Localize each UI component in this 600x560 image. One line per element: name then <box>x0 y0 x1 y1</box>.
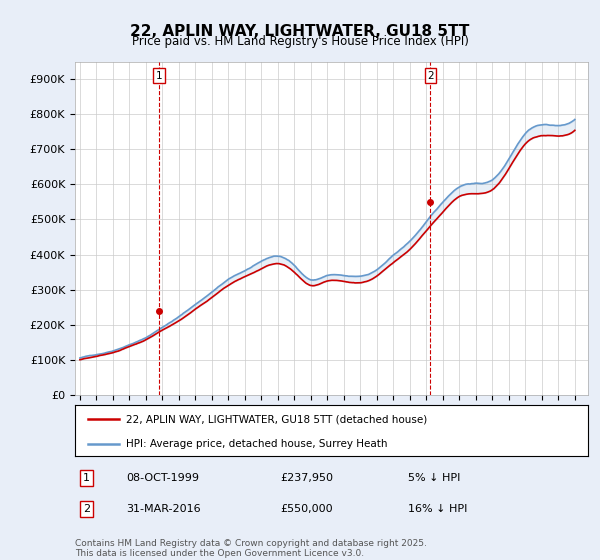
Text: 31-MAR-2016: 31-MAR-2016 <box>127 505 201 515</box>
Text: 1: 1 <box>83 473 89 483</box>
Text: HPI: Average price, detached house, Surrey Heath: HPI: Average price, detached house, Surr… <box>127 438 388 449</box>
Text: 16% ↓ HPI: 16% ↓ HPI <box>409 505 468 515</box>
Text: Contains HM Land Registry data © Crown copyright and database right 2025.
This d: Contains HM Land Registry data © Crown c… <box>75 539 427 558</box>
Text: Price paid vs. HM Land Registry's House Price Index (HPI): Price paid vs. HM Land Registry's House … <box>131 35 469 48</box>
Text: £550,000: £550,000 <box>280 505 333 515</box>
Text: £237,950: £237,950 <box>280 473 333 483</box>
Text: 08-OCT-1999: 08-OCT-1999 <box>127 473 199 483</box>
Text: 2: 2 <box>83 505 90 515</box>
Text: 22, APLIN WAY, LIGHTWATER, GU18 5TT: 22, APLIN WAY, LIGHTWATER, GU18 5TT <box>130 24 470 39</box>
Text: 22, APLIN WAY, LIGHTWATER, GU18 5TT (detached house): 22, APLIN WAY, LIGHTWATER, GU18 5TT (det… <box>127 414 428 424</box>
Text: 2: 2 <box>427 71 434 81</box>
Text: 5% ↓ HPI: 5% ↓ HPI <box>409 473 461 483</box>
Text: 1: 1 <box>155 71 162 81</box>
